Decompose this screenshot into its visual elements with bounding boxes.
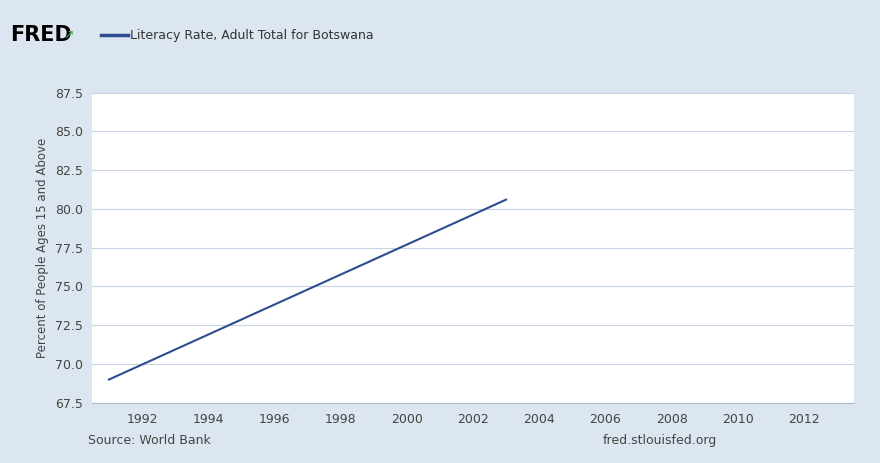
Text: Literacy Rate, Adult Total for Botswana: Literacy Rate, Adult Total for Botswana	[130, 29, 374, 42]
Text: FRED: FRED	[11, 25, 72, 45]
Text: fred.stlouisfed.org: fred.stlouisfed.org	[603, 434, 717, 447]
Text: Source: World Bank: Source: World Bank	[88, 434, 211, 447]
Text: ↗: ↗	[63, 28, 74, 41]
Y-axis label: Percent of People Ages 15 and Above: Percent of People Ages 15 and Above	[36, 138, 49, 358]
